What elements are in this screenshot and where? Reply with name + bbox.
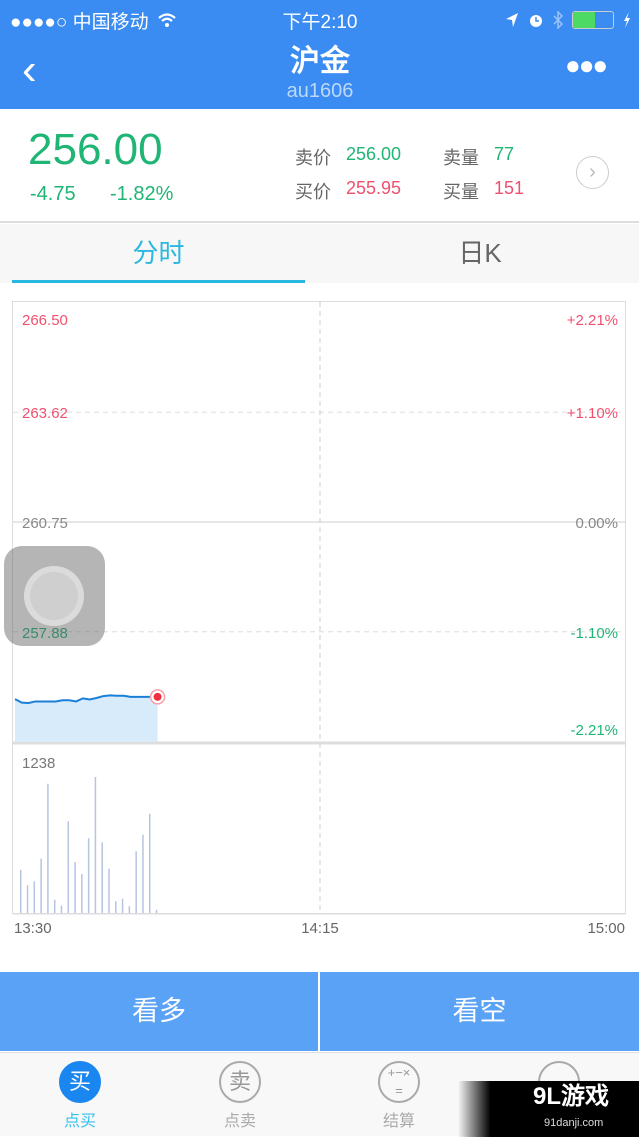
status-bar: ●●●●○ 中国移动 下午2:10 (0, 0, 639, 40)
price-axis-label: 266.50 (22, 312, 68, 329)
time-axis-label: 13:30 (14, 920, 52, 937)
volume-bar (33, 881, 36, 913)
pct-axis-label: +1.10% (567, 405, 618, 422)
volume-bar (20, 869, 22, 913)
alarm-icon (530, 15, 542, 27)
volume-bar (40, 858, 42, 913)
price-change: -4.75 (30, 183, 76, 205)
volume-bar (94, 777, 97, 913)
chart-tabs: 分时 日K (0, 224, 639, 283)
volume-bar (67, 821, 70, 913)
sell-volume-label: 卖量 (443, 148, 479, 168)
back-button[interactable]: ‹ (22, 45, 37, 94)
tab-settle-label: 结算 (382, 1113, 415, 1130)
chart-frame (12, 301, 626, 914)
bear-button[interactable]: 看空 (320, 972, 639, 1051)
volume-bar (121, 898, 124, 913)
volume-bar (74, 862, 76, 913)
sell-price-label: 卖价 (295, 148, 331, 168)
buy-volume-label: 买量 (443, 182, 479, 202)
volume-bar (115, 901, 117, 913)
volume-bar (47, 783, 49, 913)
assistive-touch-button[interactable] (4, 546, 105, 646)
watermark-brand: 9L游戏 (533, 1083, 610, 1110)
volume-bar (53, 899, 56, 913)
volume-bar (101, 842, 103, 913)
volume-bar (87, 838, 90, 913)
tab-intraday[interactable]: 分时 (12, 224, 305, 283)
tab-sell-label: 点卖 (223, 1113, 256, 1130)
page-title: 沪金 (290, 45, 350, 78)
volume-bar (26, 885, 29, 913)
price-change-pct: -1.82% (110, 183, 174, 205)
calculator-icon: +−×= (378, 1061, 420, 1103)
clock: 下午2:10 (282, 12, 358, 33)
more-button[interactable]: ●●● (565, 50, 608, 80)
contract-code: au1606 (286, 80, 354, 102)
volume-bar (155, 909, 158, 913)
buy-icon: 买 (59, 1061, 101, 1103)
quote-panel: 256.00 -4.75 -1.82% 卖价 256.00 卖量 77 买价 2… (0, 109, 639, 223)
sell-volume: 77 (494, 144, 515, 164)
tab-buy-label: 点买 (63, 1113, 96, 1130)
pct-axis-label: -2.21% (570, 722, 618, 739)
last-price: 256.00 (28, 125, 163, 174)
volume-bar (135, 851, 137, 913)
tab-sell[interactable]: 卖 点卖 (190, 1061, 290, 1131)
watermark: 9L游戏 91danji.com (458, 1081, 639, 1137)
battery-icon (572, 11, 614, 29)
bottom-tab-bar: 买 点买 卖 点卖 +−×= 结算 9L游戏 91danji.com (0, 1052, 639, 1137)
buy-price-label: 买价 (295, 182, 331, 202)
buy-price: 255.95 (346, 178, 402, 198)
price-axis-label: 263.62 (22, 405, 68, 422)
location-icon (506, 13, 518, 27)
volume-max-label: 1238 (22, 755, 55, 772)
volume-bar (81, 874, 83, 913)
carrier: ●●●●○ 中国移动 (10, 11, 149, 33)
price-line (14, 694, 158, 704)
charging-icon (624, 12, 630, 28)
intraday-chart: 266.50 +2.21% 263.62 +1.10% 260.75 0.00% 257.8… (13, 302, 626, 937)
price-axis-label: 257.88 (22, 625, 68, 642)
price-area (15, 695, 158, 742)
sell-price: 256.00 (346, 144, 402, 164)
last-price-dot (153, 692, 162, 701)
volume-bar (142, 834, 144, 913)
volume-bar (60, 905, 63, 913)
tab-daily-k[interactable]: 日K (458, 238, 502, 268)
volume-bar (148, 813, 151, 913)
volume-bar (108, 868, 110, 913)
watermark-site: 91danji.com (544, 1117, 604, 1129)
pct-axis-label: 0.00% (575, 515, 618, 532)
pct-axis-label: -1.10% (570, 625, 618, 642)
bull-button[interactable]: 看多 (0, 972, 318, 1051)
buy-volume: 151 (494, 178, 525, 198)
volume-bar (128, 906, 131, 913)
nav-bar: ‹ 沪金 au1606 ●●● (0, 40, 639, 109)
time-axis-label: 14:15 (301, 920, 339, 937)
tab-settle[interactable]: +−×= 结算 (349, 1061, 449, 1131)
pct-axis-label: +2.21% (567, 312, 618, 329)
time-axis-label: 15:00 (587, 920, 625, 937)
tab-buy[interactable]: 买 点买 (30, 1061, 130, 1131)
bluetooth-icon (553, 11, 563, 29)
price-axis-label: 260.75 (22, 515, 68, 532)
sell-icon: 卖 (219, 1061, 261, 1103)
chevron-right-icon[interactable]: › (576, 156, 609, 189)
wifi-icon (157, 13, 176, 27)
